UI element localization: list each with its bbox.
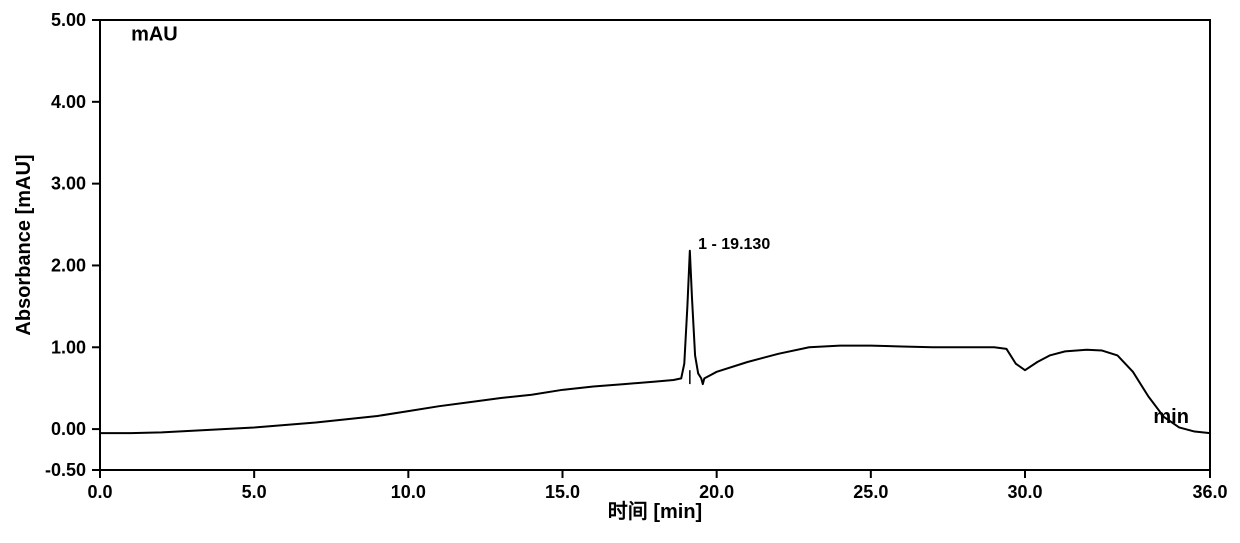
y-tick-label: 4.00 [51, 92, 86, 112]
x-tick-label: 25.0 [853, 482, 888, 502]
x-tick-label: 36.0 [1192, 482, 1227, 502]
y-tick-label: 0.00 [51, 419, 86, 439]
x-axis-label: 时间 [min] [608, 500, 702, 523]
x-tick-label: 30.0 [1007, 482, 1042, 502]
y-axis-label: Absorbance [mAU] [13, 154, 35, 335]
y-tick-label: -0.50 [45, 460, 86, 480]
chromatogram-chart: 0.0 5.0 10.0 15.0 20.0 25.0 30.0 36.0 -0.50 0.00 1… [0, 0, 1240, 543]
y-tick-label: 5.00 [51, 10, 86, 30]
chart-svg: 0.0 5.0 10.0 15.0 20.0 25.0 30.0 36.0 -0.50 0.00 1… [0, 0, 1240, 543]
y-tick-label: 3.00 [51, 174, 86, 194]
plot-border [100, 20, 1210, 470]
y-tick-label: 2.00 [51, 255, 86, 275]
x-tick-label: 15.0 [545, 482, 580, 502]
x-tick-label: 20.0 [699, 482, 734, 502]
peak-label: 1 - 19.130 [698, 236, 770, 253]
y-tick-label: 1.00 [51, 337, 86, 357]
x-tick-label: 10.0 [391, 482, 426, 502]
chromatogram-trace [100, 251, 1210, 433]
x-tick-label: 0.0 [87, 482, 112, 502]
y-unit-label: mAU [131, 23, 178, 45]
x-tick-label: 5.0 [242, 482, 267, 502]
